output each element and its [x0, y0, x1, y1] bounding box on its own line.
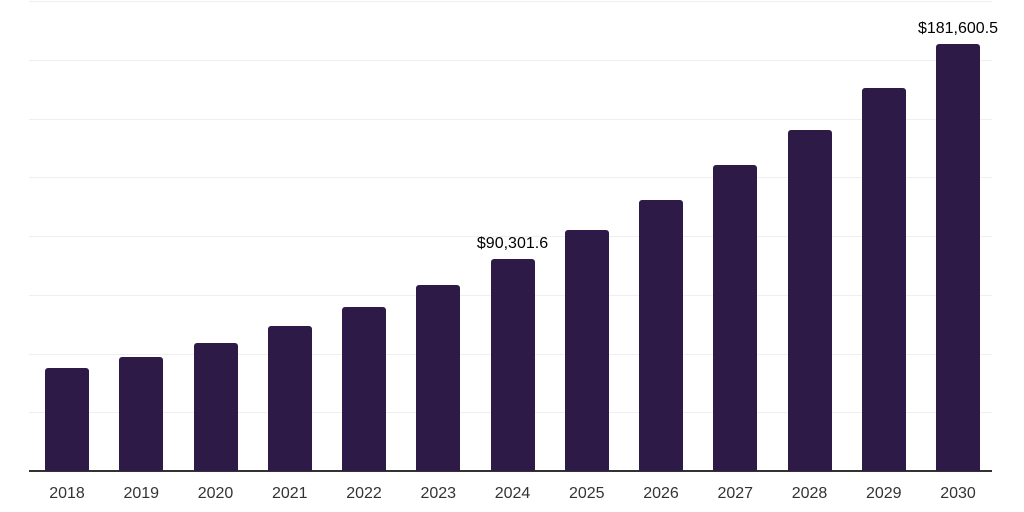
x-tick-label-2019: 2019 [123, 485, 160, 502]
x-tick-label-2018: 2018 [49, 485, 85, 502]
gridline [29, 236, 992, 237]
x-tick-label-2028: 2028 [791, 485, 828, 502]
x-tick-label-2025: 2025 [568, 485, 605, 502]
gridline [29, 59, 992, 61]
x-tick-label-2021: 2021 [271, 485, 308, 502]
bar-2026 [639, 199, 683, 471]
gridline [29, 177, 992, 179]
x-tick-label-2029: 2029 [865, 485, 902, 502]
bar-2022 [342, 307, 386, 471]
bar-2025 [564, 230, 609, 471]
bar-2024 [490, 258, 535, 471]
bar-2027 [713, 165, 758, 471]
bar-2023 [416, 285, 461, 471]
bar-2030 [936, 44, 980, 471]
x-tick-label-2030: 2030 [940, 485, 976, 502]
x-tick-label-2024: 2024 [494, 485, 531, 502]
gridline [29, 118, 992, 120]
bar-2028 [787, 129, 832, 471]
data-label-2024: $90,301.6 [476, 234, 549, 252]
x-tick-label-2023: 2023 [420, 485, 457, 502]
x-tick-label-2022: 2022 [346, 485, 382, 502]
data-label-2030: $181,600.5 [917, 20, 999, 38]
bar-2020 [193, 343, 238, 471]
gridline [29, 1, 992, 2]
x-tick-label-2020: 2020 [197, 485, 234, 502]
x-tick-label-2027: 2027 [717, 485, 754, 502]
bar-2029 [861, 88, 906, 471]
bar-2018 [45, 368, 89, 471]
bar-2021 [267, 326, 312, 471]
x-tick-label-2026: 2026 [643, 485, 679, 502]
bar-2019 [119, 356, 164, 471]
